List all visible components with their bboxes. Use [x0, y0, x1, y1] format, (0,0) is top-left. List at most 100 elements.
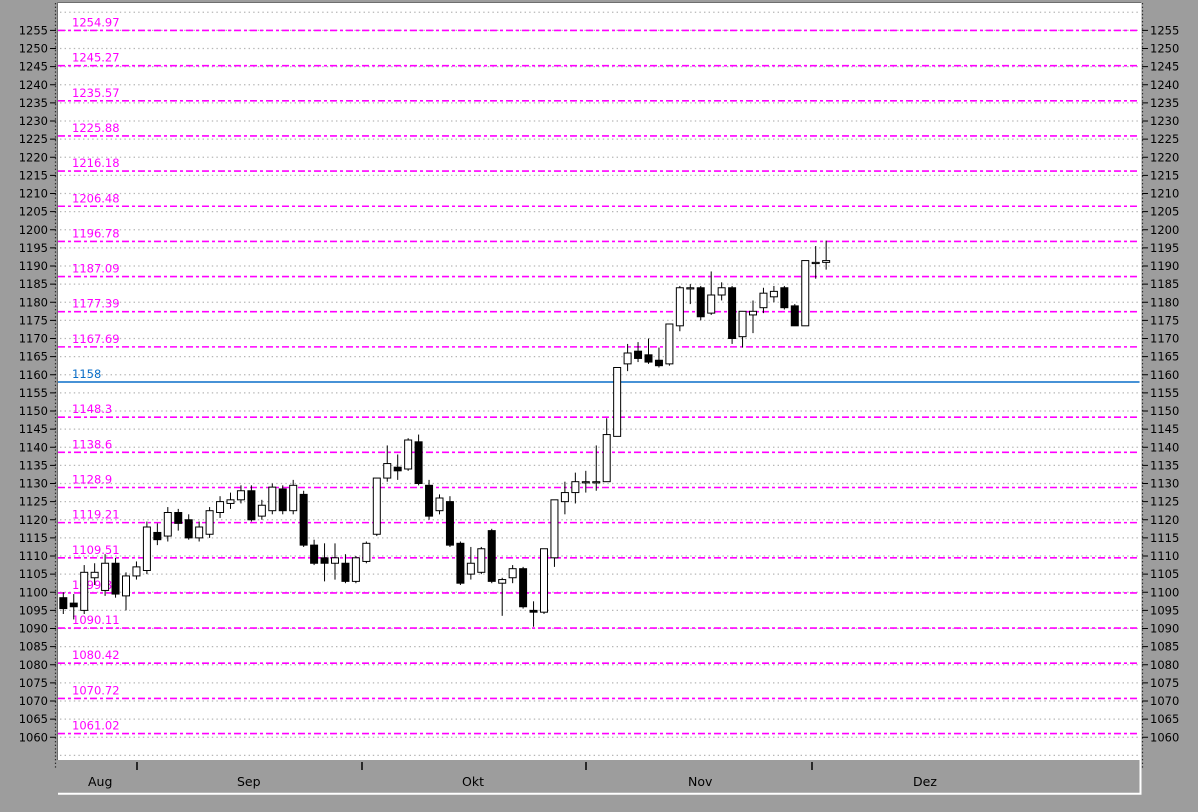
candle — [184, 514, 193, 540]
candle-body — [435, 497, 444, 512]
candle — [132, 561, 141, 580]
candle — [268, 483, 277, 515]
candle-body — [738, 310, 747, 338]
y-axis-label-left: 1145 — [19, 422, 48, 436]
y-axis-label-right: 1210 — [1150, 187, 1179, 201]
candle — [592, 445, 601, 491]
y-axis-label-left: 1085 — [19, 640, 48, 654]
candle-body — [623, 352, 632, 365]
y-axis-label-right: 1150 — [1150, 404, 1179, 418]
y-axis-label-left: 1160 — [19, 368, 48, 382]
candle-body — [498, 579, 507, 584]
y-axis-right: 1060 1065 1070 1075 1080 1085 1090 1095 1100 1105… — [1142, 23, 1179, 744]
candle — [393, 454, 402, 480]
candle — [80, 565, 89, 614]
candle-body — [310, 544, 319, 564]
candle-body — [111, 562, 120, 595]
y-axis-label-left: 1090 — [19, 622, 48, 636]
candle — [728, 285, 737, 344]
candles-series — [59, 240, 831, 627]
candle-body — [236, 490, 245, 501]
candle — [696, 285, 705, 321]
y-axis-label-right: 1160 — [1150, 368, 1179, 382]
candle-body — [790, 305, 799, 327]
y-axis-label-right: 1175 — [1150, 313, 1179, 327]
y-axis-label-right: 1200 — [1150, 223, 1179, 237]
candle — [749, 300, 757, 334]
y-axis-label-left: 1150 — [19, 404, 48, 418]
candle — [414, 434, 423, 486]
y-axis-label-left: 1070 — [19, 694, 48, 708]
y-axis-label-left: 1210 — [19, 187, 48, 201]
candle — [634, 342, 643, 363]
y-axis-label-right: 1115 — [1150, 531, 1179, 545]
candle — [769, 285, 778, 303]
candle — [780, 285, 789, 310]
level-line-label: 1177.39 — [72, 297, 120, 311]
candle-body — [602, 434, 611, 483]
candle-body — [519, 568, 528, 608]
y-axis-label-right: 1095 — [1150, 603, 1179, 617]
candle — [331, 543, 339, 580]
y-axis-label-right: 1125 — [1150, 495, 1179, 509]
y-axis-label-left: 1120 — [19, 513, 48, 527]
y-axis-label-left: 1200 — [19, 223, 48, 237]
y-axis-label-left: 1105 — [19, 567, 48, 581]
y-axis-label-right: 1065 — [1150, 712, 1179, 726]
candle — [456, 541, 465, 585]
y-axis-label-left: 1125 — [19, 495, 48, 509]
y-axis-label-right: 1155 — [1150, 386, 1179, 400]
key-level-label: 1158 — [72, 367, 101, 381]
candle — [707, 271, 716, 315]
candle — [404, 438, 413, 471]
y-axis-label-right: 1170 — [1150, 332, 1179, 346]
candle — [560, 481, 569, 515]
candle-body — [571, 481, 580, 494]
y-axis-label-left: 1140 — [19, 440, 48, 454]
y-axis-label-right: 1075 — [1150, 676, 1179, 690]
candle-body — [665, 323, 674, 365]
candle-body — [404, 439, 413, 470]
candle-body — [425, 484, 434, 517]
candle-body — [456, 542, 465, 584]
candle — [571, 472, 580, 504]
y-axis-label-left: 1135 — [19, 458, 48, 472]
y-axis-label-right: 1240 — [1150, 78, 1179, 92]
candle-body — [780, 287, 789, 309]
candle — [142, 521, 151, 575]
y-axis-label-left: 1110 — [19, 549, 48, 563]
candle — [226, 492, 235, 509]
candle-body — [822, 260, 831, 263]
y-axis-label-right: 1130 — [1150, 477, 1179, 491]
candle — [686, 284, 695, 305]
level-line-label: 1235.57 — [72, 86, 120, 100]
y-axis-label-left: 1215 — [19, 168, 48, 182]
y-axis-label-left: 1060 — [19, 730, 48, 744]
candle-body — [351, 557, 360, 582]
candle — [581, 470, 590, 493]
candle — [289, 479, 298, 515]
y-axis-label-right: 1255 — [1150, 23, 1179, 37]
y-axis-label-left: 1220 — [19, 150, 48, 164]
candle — [811, 246, 820, 279]
candle-body — [644, 354, 653, 363]
y-axis-label-left: 1100 — [19, 585, 48, 599]
level-line-label: 1206.48 — [72, 191, 120, 205]
candle — [111, 557, 120, 598]
candle — [550, 499, 559, 567]
y-axis-label-right: 1245 — [1150, 60, 1179, 74]
candle — [247, 485, 256, 522]
candle-body — [247, 490, 256, 521]
y-axis-label-right: 1135 — [1150, 458, 1179, 472]
candle — [445, 496, 454, 547]
candle-body — [414, 441, 423, 484]
candle-body — [59, 597, 68, 610]
y-axis-label-left: 1240 — [19, 78, 48, 92]
candle — [174, 508, 183, 531]
candle — [822, 240, 831, 270]
candle-body — [487, 530, 496, 582]
y-axis-label-left: 1175 — [19, 313, 48, 327]
candle-body — [529, 609, 538, 613]
